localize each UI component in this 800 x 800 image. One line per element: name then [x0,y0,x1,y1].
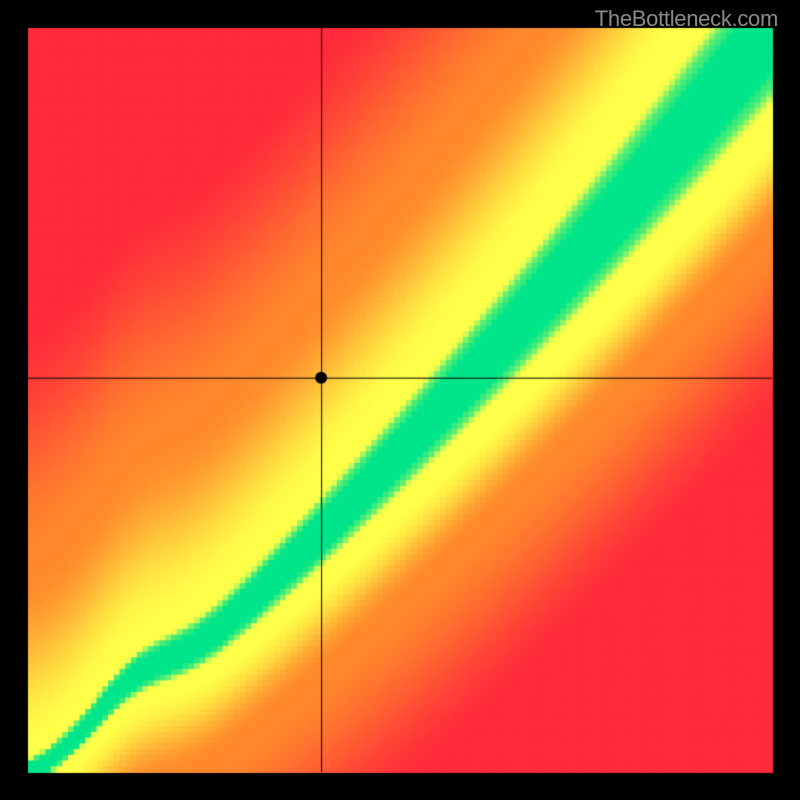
heatmap-canvas [0,0,800,800]
watermark-text: TheBottleneck.com [595,6,778,32]
chart-container: TheBottleneck.com [0,0,800,800]
